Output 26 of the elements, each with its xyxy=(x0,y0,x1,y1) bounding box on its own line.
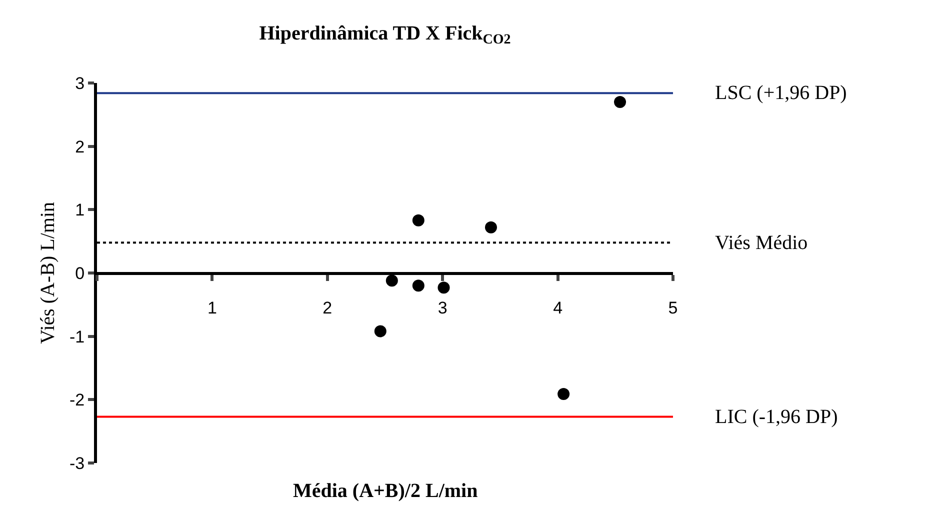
x-tick-label: 3 xyxy=(438,298,448,318)
x-tick-label: 1 xyxy=(207,298,217,318)
y-tick-label: 1 xyxy=(75,200,85,220)
y-tick-label: 2 xyxy=(75,137,85,156)
y-tick-label: -1 xyxy=(69,327,85,346)
x-axis-title: Média (A+B)/2 L/min xyxy=(293,480,478,502)
x-tick-label: 4 xyxy=(553,298,563,318)
x-tick-label: 5 xyxy=(668,298,678,318)
y-tick-label: -2 xyxy=(69,390,85,410)
point xyxy=(558,388,570,400)
point xyxy=(386,274,398,287)
chart-title: Hiperdinâmica TD X Fick$_{CO2}$ xyxy=(259,22,511,48)
point xyxy=(614,96,626,108)
ref-line-label: LSC (+1,96 DP) xyxy=(715,82,847,104)
point xyxy=(412,214,424,226)
y-tick-label: 0 xyxy=(75,264,85,283)
y-axis-title: Viés (A-B) L/min xyxy=(36,202,59,344)
point xyxy=(438,282,450,294)
x-tick-label: 2 xyxy=(322,298,332,318)
y-tick-label: -3 xyxy=(69,454,85,473)
point xyxy=(374,325,386,338)
point xyxy=(412,280,424,292)
y-tick-label: 3 xyxy=(75,74,85,93)
point xyxy=(484,221,497,234)
ref-line-label: Viés Médio xyxy=(715,232,808,254)
ref-line-label: LIC (-1,96 DP) xyxy=(715,406,838,428)
